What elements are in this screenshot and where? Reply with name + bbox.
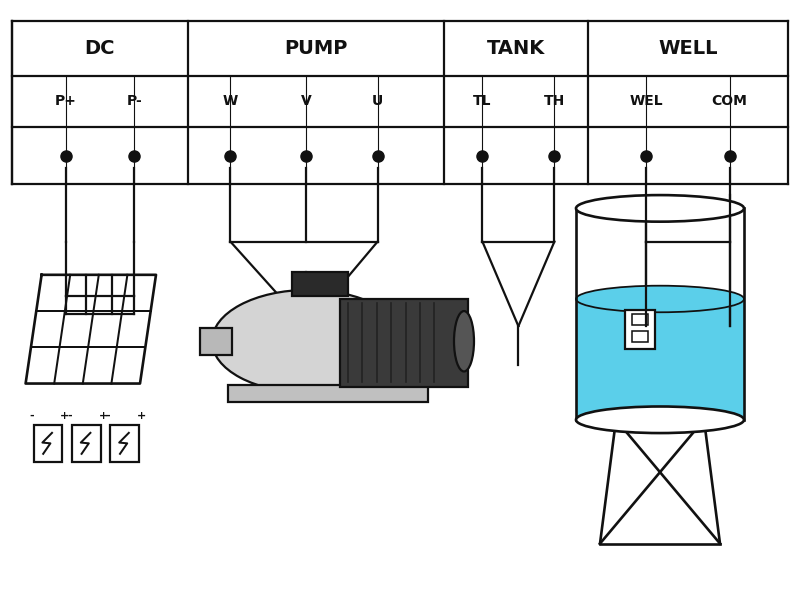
FancyBboxPatch shape — [72, 425, 101, 462]
Text: PUMP: PUMP — [284, 39, 348, 58]
FancyBboxPatch shape — [228, 385, 428, 402]
Text: TANK: TANK — [487, 39, 545, 58]
Text: +: + — [98, 411, 108, 420]
FancyBboxPatch shape — [340, 299, 468, 387]
Ellipse shape — [454, 311, 474, 371]
Text: TH: TH — [544, 94, 565, 108]
FancyBboxPatch shape — [632, 314, 648, 325]
FancyBboxPatch shape — [110, 425, 139, 462]
Text: +: + — [137, 411, 146, 420]
Ellipse shape — [576, 195, 744, 222]
Text: TL: TL — [473, 94, 492, 108]
Text: COM: COM — [712, 94, 747, 108]
Text: DC: DC — [85, 39, 115, 58]
Ellipse shape — [576, 286, 744, 312]
Text: -: - — [67, 411, 72, 420]
Text: P+: P+ — [54, 94, 77, 108]
Ellipse shape — [576, 406, 744, 433]
Polygon shape — [576, 299, 744, 420]
Text: U: U — [372, 94, 383, 108]
FancyBboxPatch shape — [632, 331, 648, 342]
Text: W: W — [222, 94, 238, 108]
FancyBboxPatch shape — [625, 309, 655, 349]
FancyBboxPatch shape — [292, 272, 348, 296]
Text: -: - — [29, 411, 34, 420]
Text: P-: P- — [126, 94, 142, 108]
Text: -: - — [106, 411, 110, 420]
Text: V: V — [301, 94, 312, 108]
FancyBboxPatch shape — [200, 328, 232, 355]
Text: WEL: WEL — [630, 94, 663, 108]
Text: +: + — [60, 411, 70, 420]
Text: WELL: WELL — [658, 39, 718, 58]
Ellipse shape — [212, 290, 404, 393]
FancyBboxPatch shape — [34, 425, 62, 462]
